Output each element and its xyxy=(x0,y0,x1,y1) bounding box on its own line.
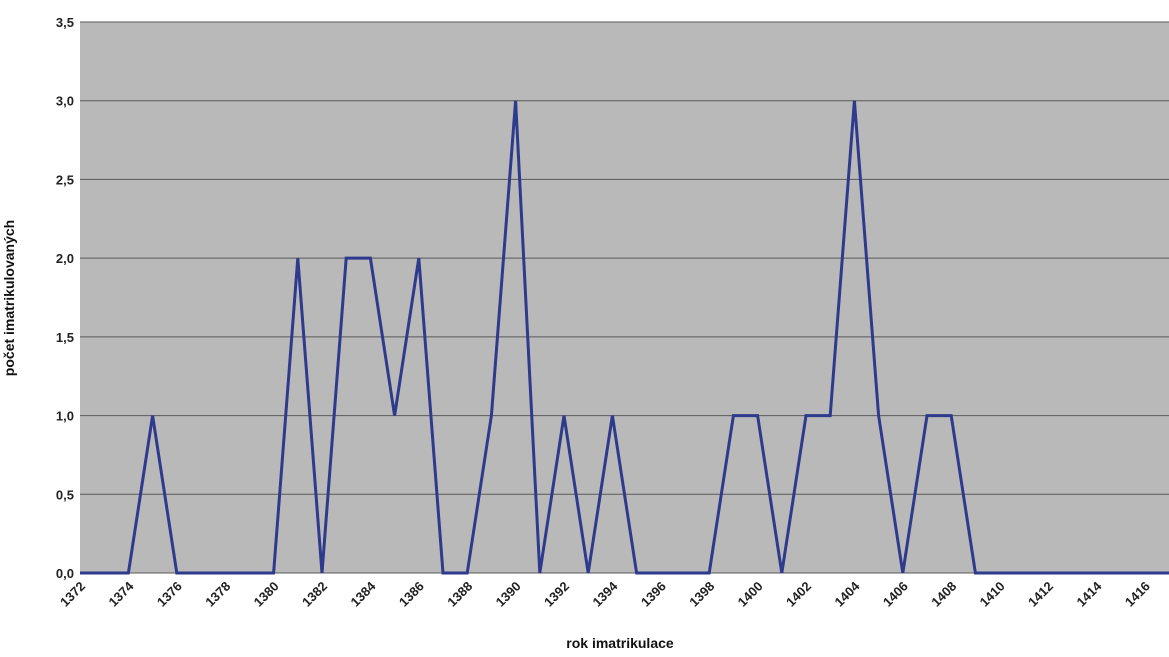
x-tick-label: 1378 xyxy=(202,579,233,610)
x-tick-label: 1402 xyxy=(783,579,814,610)
x-tick-label: 1380 xyxy=(251,579,282,610)
x-tick-label: 1406 xyxy=(880,579,911,610)
x-tick-label: 1408 xyxy=(928,579,959,610)
x-tick-label: 1416 xyxy=(1122,579,1153,610)
x-tick-label: 1384 xyxy=(347,578,379,610)
x-tick-label: 1394 xyxy=(589,578,621,610)
y-tick-label: 3,0 xyxy=(56,94,74,109)
x-tick-label: 1400 xyxy=(735,579,766,610)
y-tick-label: 0,5 xyxy=(56,487,74,502)
series-line xyxy=(80,100,1169,575)
y-tick-label: 3,5 xyxy=(56,15,74,30)
y-tick-label: 2,0 xyxy=(56,251,74,266)
x-tick-label: 1386 xyxy=(396,579,427,610)
x-tick-label: 1398 xyxy=(686,579,717,610)
y-tick-label: 1,0 xyxy=(56,409,74,424)
plot-area xyxy=(80,22,1169,573)
x-tick-label: 1390 xyxy=(493,579,524,610)
y-axis-ticks: 0,0 0,5 1,0 1,5 2,0 2,5 3,0 3,5 xyxy=(56,15,74,581)
x-tick-label: 1410 xyxy=(977,579,1008,610)
x-tick-label: 1388 xyxy=(444,579,475,610)
x-tick-label: 1404 xyxy=(831,578,863,610)
y-tick-label: 0,0 xyxy=(56,566,74,581)
x-tick-label: 1396 xyxy=(638,579,669,610)
x-tick-label: 1392 xyxy=(541,579,572,610)
x-tick-label: 1412 xyxy=(1025,579,1056,610)
x-tick-label: 1374 xyxy=(105,578,137,610)
y-tick-label: 2,5 xyxy=(56,172,74,187)
x-axis-title: rok imatrikulace xyxy=(566,635,674,651)
x-tick-label: 1376 xyxy=(154,579,185,610)
x-tick-label: 1414 xyxy=(1073,578,1105,610)
x-axis-ticks: 1372 1374 1376 1378 1380 1382 1384 1386 1388 1390… xyxy=(57,578,1153,610)
y-tick-label: 1,5 xyxy=(56,330,74,345)
y-axis-title: počet imatrikulovaných xyxy=(1,220,17,376)
x-tick-label: 1382 xyxy=(299,579,330,610)
x-tick-label: 1372 xyxy=(57,579,88,610)
